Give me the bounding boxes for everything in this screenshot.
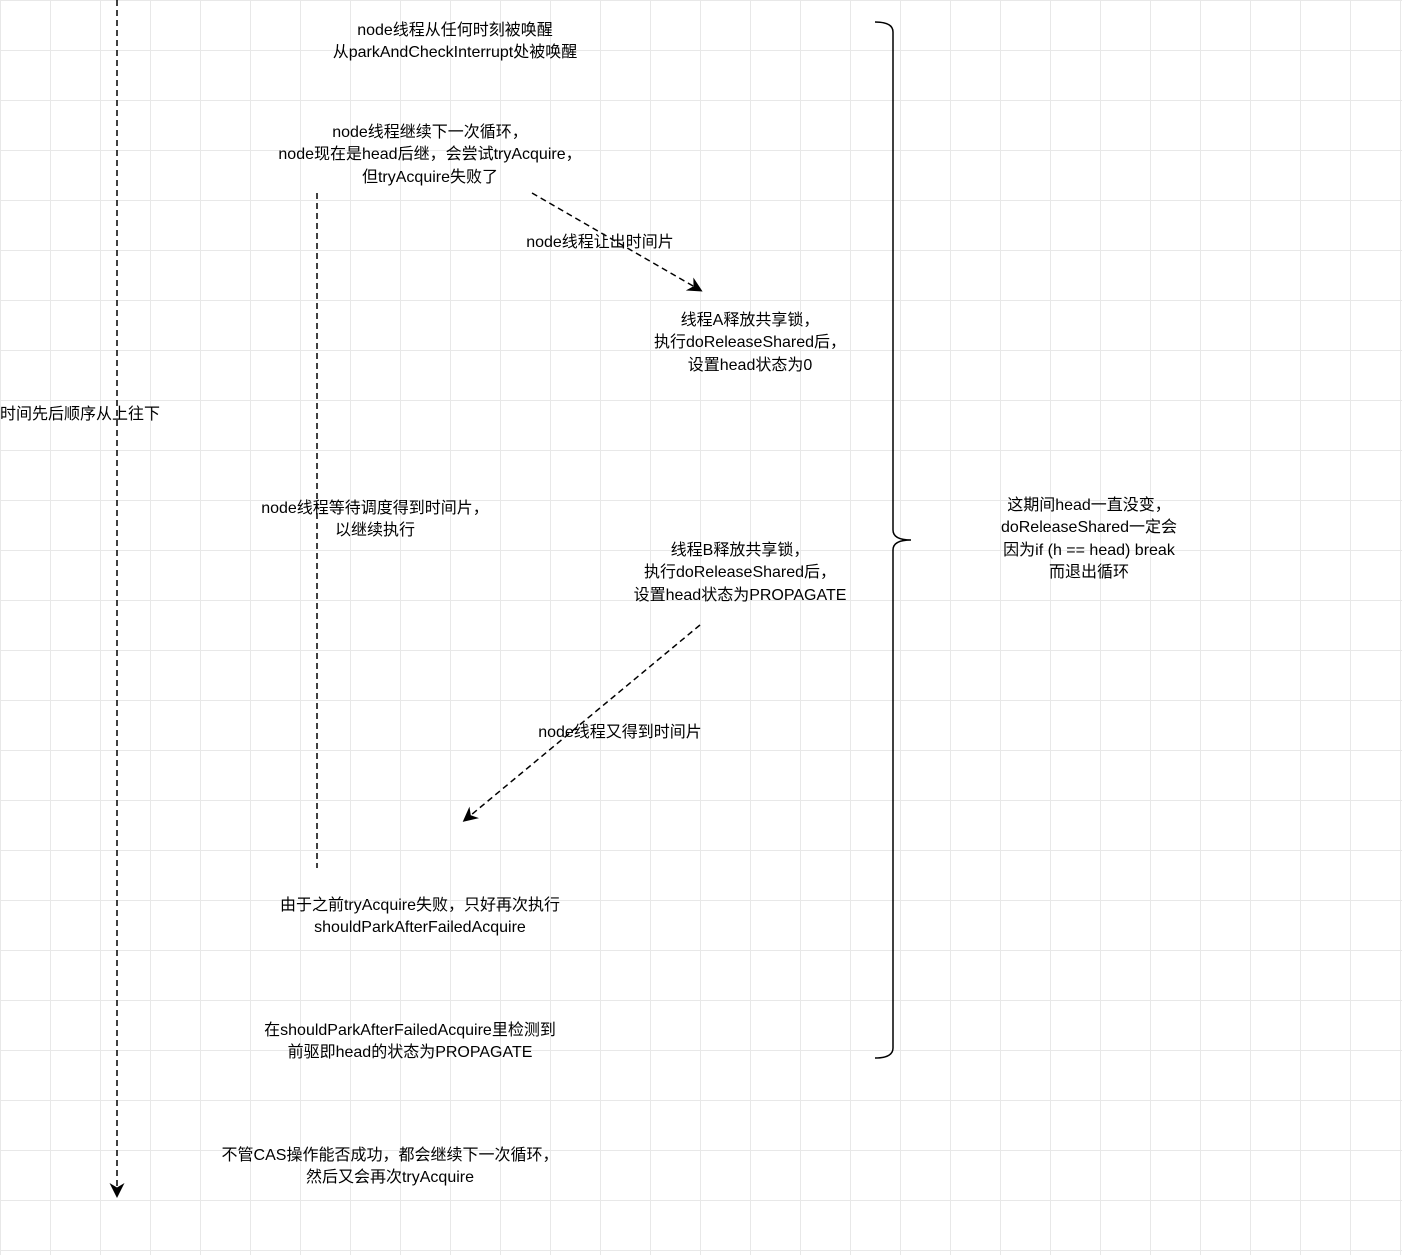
label-time-order: 时间先后顺序从上往下	[0, 404, 190, 426]
diagram-lines	[0, 0, 1402, 1255]
step-cas-loop: 不管CAS操作能否成功，都会继续下一次循环， 然后又会再次tryAcquire	[180, 1145, 600, 1190]
step-wait-schedule: node线程等待调度得到时间片， 以继续执行	[215, 498, 535, 543]
step-shouldpark: 由于之前tryAcquire失败，只好再次执行 shouldParkAfterF…	[220, 895, 620, 940]
label-yield-timeslice: node线程让出时间片	[500, 232, 700, 254]
step-loop-continue: node线程继续下一次循环， node现在是head后继，会尝试tryAcqui…	[230, 122, 630, 189]
step-thread-b-release: 线程B释放共享锁， 执行doReleaseShared后， 设置head状态为P…	[570, 540, 910, 607]
step-detect-propagate: 在shouldParkAfterFailedAcquire里检测到 前驱即hea…	[200, 1020, 620, 1065]
annotation-head-unchanged: 这期间head一直没变， doReleaseShared一定会 因为if (h …	[954, 495, 1224, 585]
step-wakeup: node线程从任何时刻被唤醒 从parkAndCheckInterrupt处被唤…	[260, 20, 650, 65]
step-thread-a-release: 线程A释放共享锁， 执行doReleaseShared后， 设置head状态为0	[600, 310, 900, 377]
label-get-timeslice: node线程又得到时间片	[500, 722, 740, 744]
